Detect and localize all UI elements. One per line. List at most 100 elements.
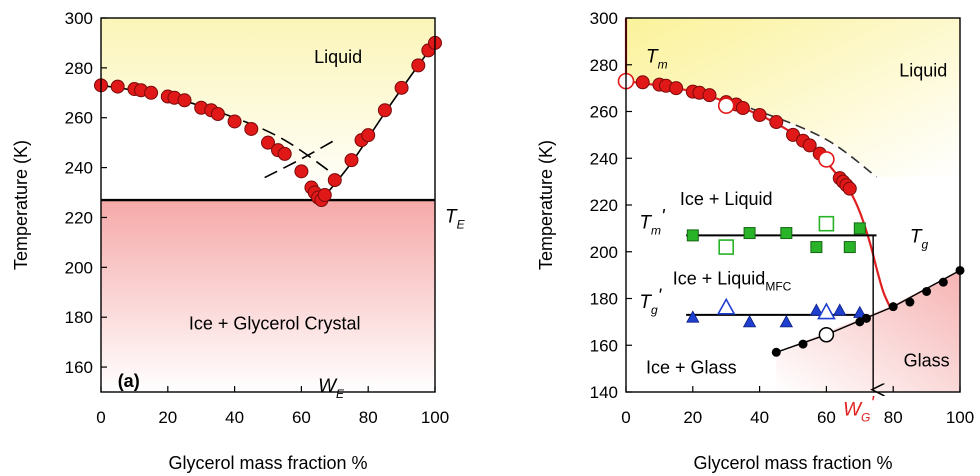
panel2-point-open-square-green-1 xyxy=(818,215,835,232)
panel2-point-filled-circle-black-2 xyxy=(855,317,865,327)
panel1-y-axis-title: Temperature (K) xyxy=(11,140,31,270)
panel2-point-open-square-green-0 xyxy=(718,239,735,255)
panel1-ytick-label-6: 280 xyxy=(65,59,93,78)
panel2-point-filled-circle-black-6 xyxy=(922,286,932,296)
panel2-point-filled-square-green-4 xyxy=(843,241,856,254)
panel2-point-open-triangle-blue-1 xyxy=(817,302,836,320)
panel1-ytick-label-2: 200 xyxy=(65,258,93,277)
panel1-panel-label: (a) xyxy=(118,371,140,391)
panel2-point-filled-square-green-1 xyxy=(743,227,756,240)
panel2-label-liquid: Liquid xyxy=(899,60,947,80)
panel2-point-filled-triangle-blue-2 xyxy=(779,315,793,328)
panel2-point-open-triangle-blue-0 xyxy=(716,297,736,315)
panel1-point-filled-circle-red-22 xyxy=(327,173,342,188)
panel2-ytick-label-7: 280 xyxy=(590,56,618,75)
panel2-ytick-label-5: 240 xyxy=(590,149,618,168)
panel2-ytick-label-1: 160 xyxy=(590,336,618,355)
panel1-xtick-label-3: 60 xyxy=(292,408,311,427)
panel2-ytick-label-2: 180 xyxy=(590,290,618,309)
panel1-point-filled-circle-red-26 xyxy=(377,103,392,118)
panel1-ytick-label-1: 180 xyxy=(65,308,93,327)
panel1-glycerol-liquidus-dashed xyxy=(264,139,336,179)
panel1-ytick-label-3: 220 xyxy=(65,208,93,227)
panel2-point-filled-circle-red-20 xyxy=(842,181,857,196)
panel2-point-filled-square-green-5 xyxy=(853,222,866,235)
panel2-point-filled-circle-red-15 xyxy=(802,138,817,153)
panel1-point-filled-circle-red-15 xyxy=(277,146,292,161)
panel2-glass-region xyxy=(776,270,960,392)
panel2-xtick-label-3: 60 xyxy=(817,408,836,427)
panel2-xtick-label-2: 40 xyxy=(750,408,769,427)
panel2-point-filled-circle-red-11 xyxy=(752,108,767,123)
panel1-xtick-label-4: 80 xyxy=(359,408,378,427)
panel2-point-filled-circle-black-3 xyxy=(861,313,871,323)
panel1-point-filled-circle-red-1 xyxy=(110,79,125,94)
panel1-point-filled-circle-red-4 xyxy=(144,85,159,100)
panel2-ytick-label-0: 140 xyxy=(590,383,618,402)
panel1-xtick-label-2: 40 xyxy=(225,408,244,427)
panel2-ytick-label-8: 300 xyxy=(590,9,618,28)
panel2-label-glass: Glass xyxy=(904,350,950,370)
panel2-point-filled-circle-red-7 xyxy=(702,88,717,103)
panel2-point-filled-circle-black-1 xyxy=(798,339,808,349)
panel2-point-filled-circle-black-4 xyxy=(888,302,898,312)
panel1-point-filled-circle-red-27 xyxy=(394,80,409,95)
panel1-xtick-label-5: 100 xyxy=(421,408,449,427)
panel2-x-axis-title: Glycerol mass fraction % xyxy=(693,453,892,473)
panel2-ytick-label-6: 260 xyxy=(590,103,618,122)
panel2-point-filled-circle-red-4 xyxy=(669,81,684,96)
panel1-point-filled-circle-red-12 xyxy=(244,121,259,136)
panel2-point-open-circle-black-0 xyxy=(818,326,835,343)
panel2-point-filled-square-green-3 xyxy=(810,241,823,254)
panel1-point-filled-circle-red-23 xyxy=(344,153,359,168)
panel2-label-ice-liquid: Ice + Liquid xyxy=(680,189,773,209)
panel2-point-filled-circle-black-7 xyxy=(938,277,948,287)
panel2-label-wg-prime: WG' xyxy=(843,393,875,424)
panel2-ytick-label-3: 200 xyxy=(590,243,618,262)
panel2-point-open-circle-red-2 xyxy=(818,151,835,168)
panel1-point-filled-circle-red-7 xyxy=(177,93,192,108)
panel2-point-filled-triangle-blue-4 xyxy=(833,303,847,316)
panel1-point-filled-circle-red-16 xyxy=(294,164,309,179)
panel1-label-we: WE xyxy=(318,376,345,401)
panel2-label-tm-prime: Tm' xyxy=(639,206,666,237)
panel1-point-filled-circle-red-13 xyxy=(261,135,275,150)
panel2-point-filled-circle-red-12 xyxy=(769,115,784,130)
panel1-ytick-label-5: 260 xyxy=(65,109,93,128)
panel2-point-filled-square-green-0 xyxy=(686,229,699,242)
panel1-label-liquid: Liquid xyxy=(314,47,362,67)
panel1-point-filled-circle-red-28 xyxy=(411,58,426,73)
panel1-ytick-label-4: 240 xyxy=(65,159,93,178)
panel2-label-ice-liquid-mfc: Ice + LiquidMFC xyxy=(673,268,792,293)
panel2-ytick-label-4: 220 xyxy=(590,196,618,215)
panel2-point-filled-circle-black-0 xyxy=(771,347,781,357)
panel2-y-axis-title: Temperature (K) xyxy=(536,140,556,270)
panel1-xtick-label-1: 20 xyxy=(158,408,177,427)
panel2-point-filled-triangle-blue-1 xyxy=(742,315,757,328)
panel1-ytick-label-7: 300 xyxy=(65,9,93,28)
panel2-point-filled-triangle-blue-3 xyxy=(809,303,824,316)
panel1-solid-region xyxy=(101,200,435,392)
panel2-xtick-label-4: 80 xyxy=(884,408,903,427)
panel1-point-filled-circle-red-11 xyxy=(227,114,242,129)
panel2-xtick-label-1: 20 xyxy=(683,408,702,427)
panel1-point-filled-circle-red-21 xyxy=(317,188,332,203)
panel1-ytick-label-0: 160 xyxy=(65,358,93,377)
panel2-xtick-label-5: 100 xyxy=(946,408,974,427)
panel2-label-tg-prime: Tg' xyxy=(639,286,662,317)
panel2-label-tg: Tg xyxy=(910,226,929,251)
panel2-point-filled-circle-red-10 xyxy=(735,100,750,115)
panel2-point-filled-circle-red-1 xyxy=(635,75,650,90)
panel2-label-ice-glass: Ice + Glass xyxy=(646,357,737,377)
panel2-liquid-region xyxy=(626,18,960,177)
panel2-point-filled-circle-black-5 xyxy=(905,297,915,307)
panel1-plot-frame xyxy=(100,17,436,393)
panel1-x-axis-title: Glycerol mass fraction % xyxy=(168,453,367,473)
panel2-point-open-circle-red-1 xyxy=(717,97,735,114)
panel1-point-filled-circle-red-25 xyxy=(361,128,376,143)
panel1-label-solid: Ice + Glycerol Crystal xyxy=(189,314,361,334)
panel1-label-te: TE xyxy=(445,206,466,231)
panel2-point-filled-square-green-2 xyxy=(780,227,793,240)
panel1-point-filled-circle-red-10 xyxy=(210,106,225,121)
